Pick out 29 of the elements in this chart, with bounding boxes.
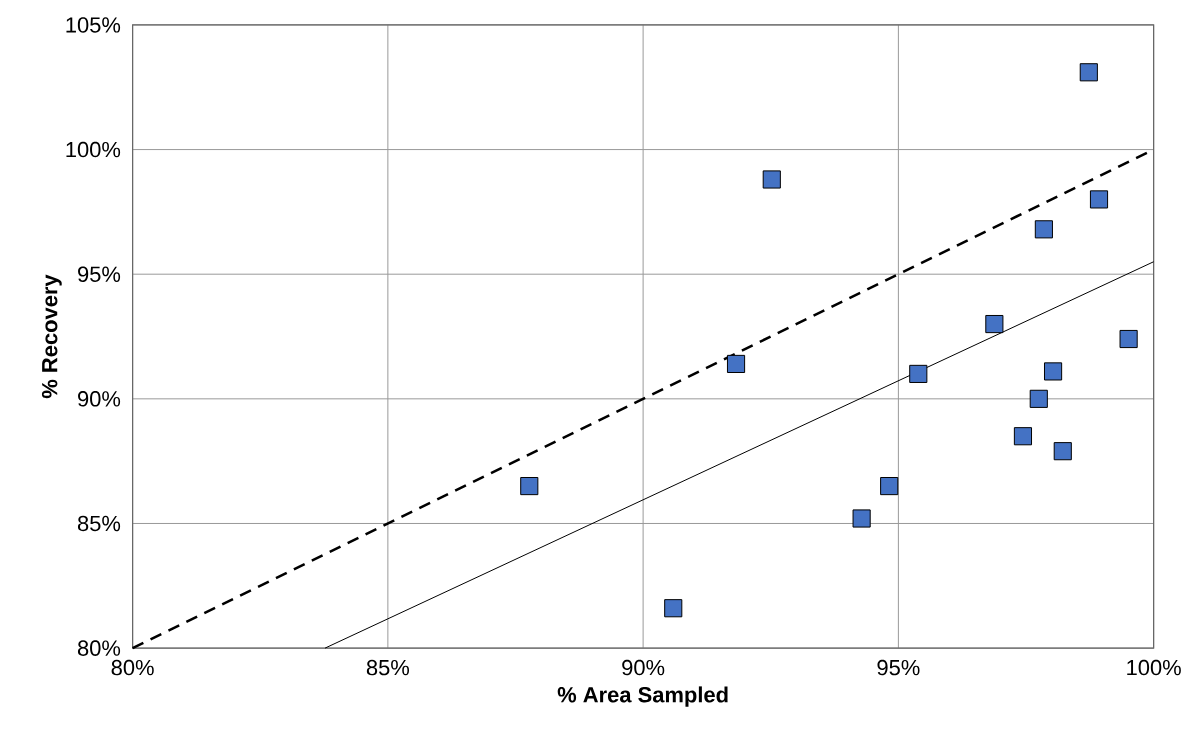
point xyxy=(520,477,539,496)
y-tick-label: 90% xyxy=(78,391,121,407)
point xyxy=(985,315,1004,334)
point xyxy=(880,477,899,496)
point xyxy=(664,599,683,618)
y-tick-label: 85% xyxy=(77,515,121,532)
x-axis-title: % Area Sampled xyxy=(557,686,728,707)
point xyxy=(1034,220,1053,239)
x-tick-label: 100% xyxy=(1127,659,1181,676)
point xyxy=(1089,190,1109,209)
y-tick-label: 95% xyxy=(78,266,121,283)
y-tick-label: 100% xyxy=(66,141,121,158)
point xyxy=(1079,63,1098,82)
x-tick-label: 85% xyxy=(366,659,410,676)
y-tick-label: 105% xyxy=(66,17,121,33)
point xyxy=(726,354,746,374)
x-tick-label: 90% xyxy=(622,659,665,676)
point xyxy=(1043,362,1063,381)
point xyxy=(1119,330,1138,349)
point xyxy=(1013,427,1033,446)
point xyxy=(909,364,928,384)
x-tick-label: 95% xyxy=(877,659,920,676)
y-tick-label: 80% xyxy=(77,640,121,656)
y-axis-title: % Recovery xyxy=(41,274,62,399)
x-tick-label: 80% xyxy=(111,659,154,676)
point xyxy=(852,509,871,528)
point xyxy=(1053,442,1072,461)
point xyxy=(1029,389,1048,408)
point xyxy=(762,170,781,189)
